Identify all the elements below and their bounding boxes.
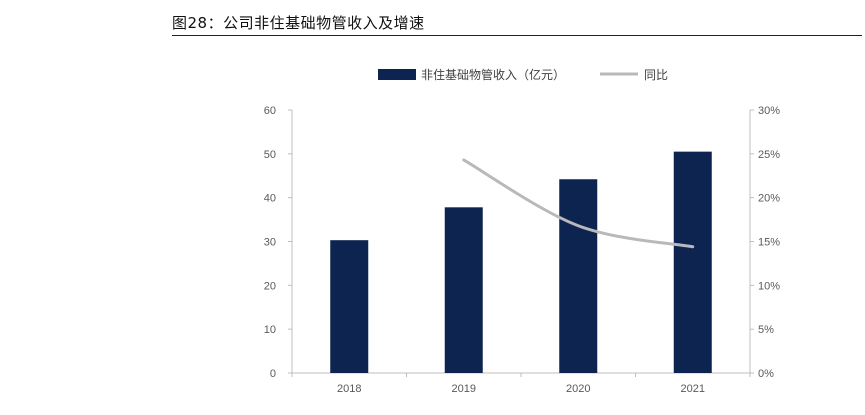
title-divider xyxy=(172,35,862,36)
left-tick-label: 50 xyxy=(264,149,276,161)
legend: 非住基础物管收入（亿元） 同比 xyxy=(378,67,668,82)
legend-label-revenue: 非住基础物管收入（亿元） xyxy=(421,67,565,82)
right-tick-label: 15% xyxy=(758,237,780,249)
bar-2020 xyxy=(559,179,598,373)
x-tick-label: 2021 xyxy=(681,383,705,395)
left-tick-label: 10 xyxy=(264,324,276,336)
bar-2021 xyxy=(673,151,712,373)
figure-title: 图28：公司非住基础物管收入及增速 xyxy=(172,14,425,32)
left-tick-label: 30 xyxy=(264,237,276,249)
left-tick-label: 60 xyxy=(264,105,276,117)
yoy-line xyxy=(462,158,695,249)
bar-series xyxy=(330,151,712,373)
axes: 0 10 20 30 40 50 60 0% 5% 10% 15% 20% 25% 30% 2018 2019… xyxy=(264,105,780,395)
legend-label-yoy: 同比 xyxy=(644,68,668,82)
bar-2019 xyxy=(444,207,483,373)
x-tick-label: 2020 xyxy=(566,383,590,395)
x-tick-label: 2019 xyxy=(452,383,476,395)
x-tick-label: 2018 xyxy=(337,383,361,395)
bar-2018 xyxy=(330,240,369,373)
yoy-line-series xyxy=(462,158,695,249)
right-tick-label: 20% xyxy=(758,193,780,205)
right-tick-label: 10% xyxy=(758,280,780,292)
right-tick-label: 25% xyxy=(758,149,780,161)
right-tick-label: 30% xyxy=(758,105,780,117)
right-tick-label: 0% xyxy=(758,368,774,380)
left-tick-label: 40 xyxy=(264,193,276,205)
legend-swatch-revenue xyxy=(378,69,416,80)
left-tick-label: 0 xyxy=(270,368,276,380)
left-tick-label: 20 xyxy=(264,280,276,292)
right-tick-label: 5% xyxy=(758,324,774,336)
